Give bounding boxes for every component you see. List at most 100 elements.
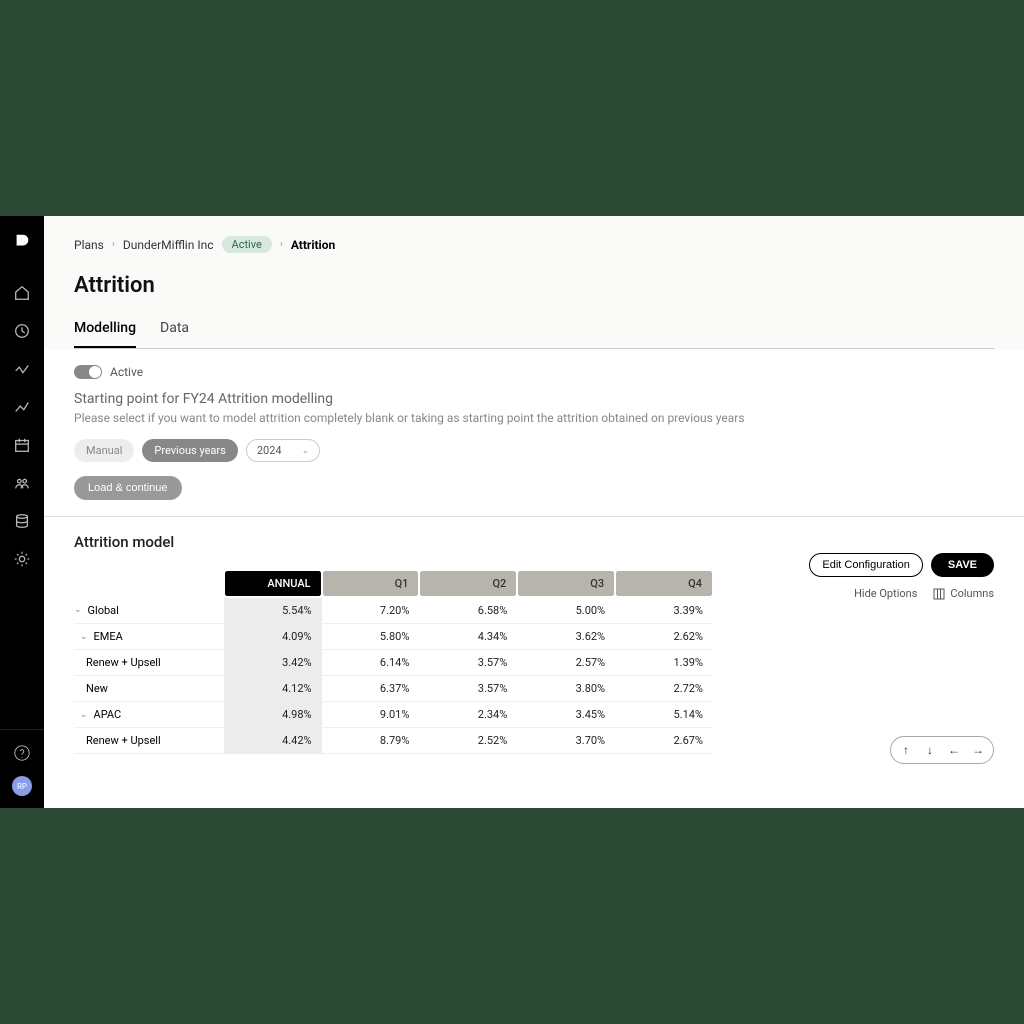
- active-toggle[interactable]: [74, 365, 102, 379]
- help-icon[interactable]: [13, 744, 31, 762]
- cell-q1[interactable]: 9.01%: [322, 702, 420, 728]
- row-label: Renew + Upsell: [86, 656, 161, 669]
- action-bar: Edit Configuration SAVE Hide Options Col…: [809, 553, 994, 600]
- year-select-value: 2024: [257, 444, 282, 457]
- year-select[interactable]: 2024 ⌄: [246, 439, 320, 462]
- chart-icon[interactable]: [13, 398, 31, 416]
- cell-q3[interactable]: 3.80%: [517, 676, 615, 702]
- cell-annual[interactable]: 4.98%: [224, 702, 322, 728]
- chevron-down-icon[interactable]: ⌄: [80, 632, 88, 642]
- arrow-right-icon[interactable]: →: [969, 741, 987, 759]
- table-row[interactable]: ⌄ EMEA 4.09%5.80%4.34%3.62%2.62%: [74, 624, 713, 650]
- cell-annual[interactable]: 4.42%: [224, 728, 322, 754]
- user-avatar[interactable]: RP: [12, 776, 32, 796]
- chevron-down-icon[interactable]: ⌄: [80, 710, 88, 720]
- cell-q1[interactable]: 8.79%: [322, 728, 420, 754]
- columns-label: Columns: [950, 587, 994, 600]
- breadcrumb: Plans › DunderMifflin Inc Active › Attri…: [74, 236, 994, 253]
- app-logo: [13, 232, 31, 250]
- arrow-up-icon[interactable]: ↑: [897, 741, 915, 759]
- cell-q1[interactable]: 5.80%: [322, 624, 420, 650]
- database-icon[interactable]: [13, 512, 31, 530]
- row-label: EMEA: [94, 630, 123, 643]
- table-row[interactable]: ⌄ APAC 4.98%9.01%2.34%3.45%5.14%: [74, 702, 713, 728]
- attrition-table: ANNUAL Q1 Q2 Q3 Q4 ⌄ Global 5.54%7.20%6.58…: [74, 569, 714, 754]
- cell-q4[interactable]: 5.14%: [615, 702, 713, 728]
- cell-q2[interactable]: 2.34%: [419, 702, 517, 728]
- hide-options-link[interactable]: Hide Options: [854, 587, 917, 600]
- cell-annual[interactable]: 3.42%: [224, 650, 322, 676]
- main-area: Plans › DunderMifflin Inc Active › Attri…: [44, 216, 1024, 808]
- edit-configuration-button[interactable]: Edit Configuration: [809, 553, 922, 577]
- cell-q4[interactable]: 1.39%: [615, 650, 713, 676]
- manual-pill[interactable]: Manual: [74, 439, 134, 462]
- attrition-model-title: Attrition model: [74, 533, 994, 551]
- chevron-down-icon: ⌄: [302, 446, 310, 456]
- cell-q3[interactable]: 2.57%: [517, 650, 615, 676]
- cell-q2[interactable]: 2.52%: [419, 728, 517, 754]
- home-icon[interactable]: [13, 284, 31, 302]
- arrow-left-icon[interactable]: ←: [945, 741, 963, 759]
- cell-q1[interactable]: 7.20%: [322, 597, 420, 624]
- cell-annual[interactable]: 5.54%: [224, 597, 322, 624]
- row-label: APAC: [94, 708, 122, 721]
- load-continue-button[interactable]: Load & continue: [74, 476, 182, 500]
- calendar-icon[interactable]: [13, 436, 31, 454]
- chevron-right-icon: ›: [280, 239, 283, 250]
- col-q2[interactable]: Q2: [419, 570, 517, 597]
- cell-annual[interactable]: 4.09%: [224, 624, 322, 650]
- clock-icon[interactable]: [13, 322, 31, 340]
- starting-point-description: Please select if you want to model attri…: [74, 411, 994, 425]
- cell-q1[interactable]: 6.14%: [322, 650, 420, 676]
- col-annual[interactable]: ANNUAL: [224, 570, 322, 597]
- sidebar-divider: [0, 729, 44, 730]
- row-label: Global: [88, 604, 119, 617]
- settings-icon[interactable]: [13, 550, 31, 568]
- tab-data[interactable]: Data: [160, 320, 189, 348]
- cell-q3[interactable]: 3.45%: [517, 702, 615, 728]
- cell-q2[interactable]: 6.58%: [419, 597, 517, 624]
- col-q1[interactable]: Q1: [322, 570, 420, 597]
- col-q3[interactable]: Q3: [517, 570, 615, 597]
- table-row[interactable]: Renew + Upsell 3.42%6.14%3.57%2.57%1.39%: [74, 650, 713, 676]
- cell-q3[interactable]: 5.00%: [517, 597, 615, 624]
- table-row[interactable]: New4.12%6.37%3.57%3.80%2.72%: [74, 676, 713, 702]
- attrition-model-section: Attrition model Edit Configuration SAVE …: [44, 517, 1024, 784]
- activity-icon[interactable]: [13, 360, 31, 378]
- cell-q2[interactable]: 3.57%: [419, 650, 517, 676]
- people-icon[interactable]: [13, 474, 31, 492]
- status-chip: Active: [222, 236, 272, 253]
- table-row[interactable]: ⌄ Global 5.54%7.20%6.58%5.00%3.39%: [74, 597, 713, 624]
- sidebar: RP: [0, 216, 44, 808]
- cell-q1[interactable]: 6.37%: [322, 676, 420, 702]
- page-title: Attrition: [74, 273, 994, 298]
- breadcrumb-company[interactable]: DunderMifflin Inc: [123, 238, 214, 252]
- app-window: RP Plans › DunderMifflin Inc Active › At…: [0, 216, 1024, 808]
- tabs: Modelling Data: [74, 320, 994, 349]
- arrow-down-icon[interactable]: ↓: [921, 741, 939, 759]
- breadcrumb-root[interactable]: Plans: [74, 238, 104, 252]
- cell-annual[interactable]: 4.12%: [224, 676, 322, 702]
- table-row[interactable]: Renew + Upsell4.42%8.79%2.52%3.70%2.67%: [74, 728, 713, 754]
- cell-q2[interactable]: 4.34%: [419, 624, 517, 650]
- chevron-down-icon[interactable]: ⌄: [74, 605, 82, 615]
- cell-q3[interactable]: 3.62%: [517, 624, 615, 650]
- save-button[interactable]: SAVE: [931, 553, 994, 577]
- col-q4[interactable]: Q4: [615, 570, 713, 597]
- content: Active Starting point for FY24 Attrition…: [44, 349, 1024, 808]
- page-header: Plans › DunderMifflin Inc Active › Attri…: [44, 216, 1024, 349]
- cell-q4[interactable]: 2.67%: [615, 728, 713, 754]
- breadcrumb-current: Attrition: [291, 238, 335, 252]
- cell-q2[interactable]: 3.57%: [419, 676, 517, 702]
- cell-q4[interactable]: 3.39%: [615, 597, 713, 624]
- cell-q4[interactable]: 2.62%: [615, 624, 713, 650]
- chevron-right-icon: ›: [112, 239, 115, 250]
- tab-modelling[interactable]: Modelling: [74, 320, 136, 348]
- active-toggle-label: Active: [110, 365, 143, 379]
- cell-q3[interactable]: 3.70%: [517, 728, 615, 754]
- columns-icon: [933, 588, 945, 600]
- columns-selector[interactable]: Columns: [933, 587, 994, 600]
- navigation-arrows: ↑ ↓ ← →: [890, 736, 994, 764]
- cell-q4[interactable]: 2.72%: [615, 676, 713, 702]
- previous-years-pill[interactable]: Previous years: [142, 439, 237, 462]
